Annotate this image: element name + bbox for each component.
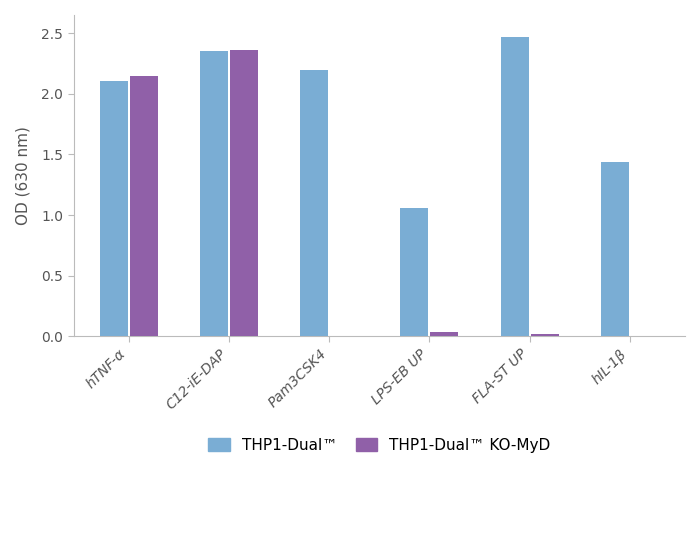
Bar [99,81,127,336]
Bar [500,37,528,336]
Legend: THP1-Dual™, THP1-Dual™ KO-MyD: THP1-Dual™, THP1-Dual™ KO-MyD [204,433,555,458]
Y-axis label: OD (630 nm): OD (630 nm) [15,126,30,225]
Bar [430,332,458,336]
Bar [601,162,629,336]
Bar [531,334,559,336]
Bar [230,50,258,336]
Bar [130,76,158,336]
Bar [300,70,328,336]
Bar [400,208,428,336]
Bar [199,51,228,336]
